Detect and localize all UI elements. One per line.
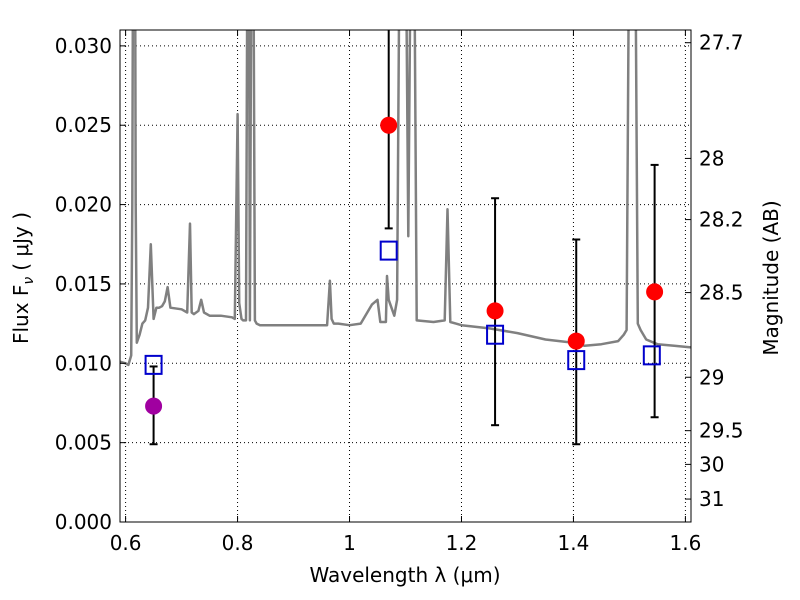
- y2-tick-label: 28: [699, 146, 724, 170]
- observed-point: [380, 116, 398, 134]
- x-tick-label: 1.2: [446, 531, 478, 555]
- y-tick-label: 0.005: [55, 431, 112, 455]
- y2-tick-label: 27.7: [699, 31, 744, 55]
- observed-point: [486, 302, 504, 320]
- axis-ticks: 0.6 0.8 1 1.2 1.4 1.6 0.000 0.005 0.010 0.015 0.02…: [55, 30, 744, 555]
- y2-tick-label: 28.5: [699, 281, 744, 305]
- model-photometry-point: [144, 354, 163, 375]
- y-axis-title: Flux Fν ( μJy ): [9, 212, 37, 344]
- y-tick-label: 0.025: [55, 113, 112, 137]
- grid: [120, 30, 691, 522]
- y-tick-label: 0.020: [55, 193, 112, 217]
- plot-frame: [119, 29, 692, 523]
- observed-point: [646, 283, 664, 301]
- y-axis-title-main: Flux F: [9, 285, 33, 344]
- x-tick-label: 1.6: [669, 531, 701, 555]
- y-tick-label: 0.015: [55, 272, 112, 296]
- y-tick-label: 0.030: [55, 34, 112, 58]
- model-spectrum-line: [120, 30, 691, 367]
- x-tick-label: 0.8: [222, 531, 254, 555]
- observed-point: [567, 332, 585, 350]
- model-photometry-point: [379, 240, 398, 261]
- x-tick-label: 0.6: [110, 531, 142, 555]
- y2-tick-label: 28.2: [699, 208, 744, 232]
- x-tick-label: 1.4: [558, 531, 590, 555]
- y2-tick-label: 30: [699, 452, 724, 476]
- x-axis-title: Wavelength λ (μm): [309, 563, 500, 587]
- y2-tick-label: 29: [699, 365, 724, 389]
- y-tick-label: 0.010: [55, 351, 112, 375]
- model-photometry-point: [486, 324, 505, 345]
- y2-tick-label: 29.5: [699, 419, 744, 443]
- model-photometry-point: [567, 350, 586, 371]
- plot-area: [120, 30, 691, 446]
- y2-axis-title: Magnitude (AB): [759, 200, 783, 355]
- y-axis-title-sub: ν: [21, 277, 37, 285]
- observed-point: [145, 397, 163, 415]
- y-axis-title-unit: ( μJy ): [9, 212, 33, 271]
- y2-tick-label: 31: [699, 487, 724, 511]
- model-photometry-point: [642, 345, 661, 366]
- y-tick-label: 0.000: [55, 510, 112, 534]
- x-tick-label: 1: [343, 531, 356, 555]
